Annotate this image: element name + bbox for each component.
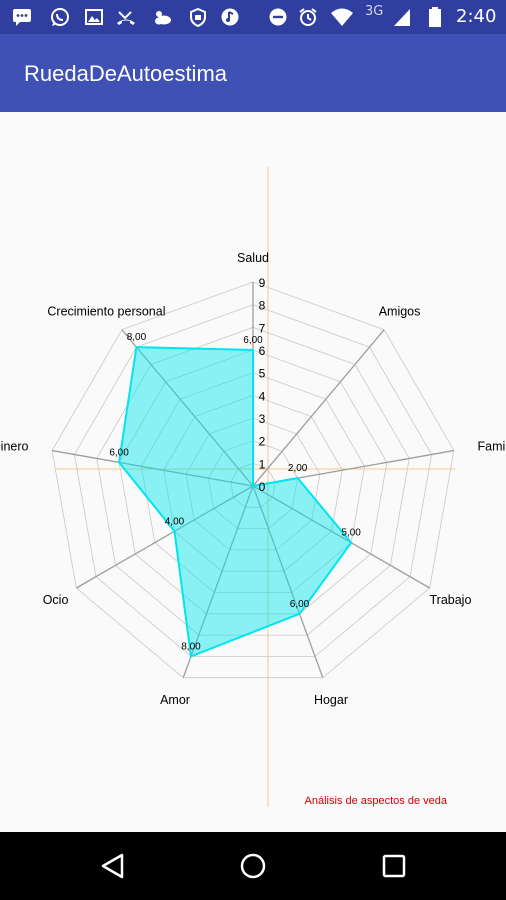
chart-description: Análisis de aspectos de veda bbox=[305, 795, 448, 807]
axis-tick-label: 0 bbox=[259, 480, 266, 494]
data-value-label: 6,00 bbox=[290, 599, 310, 610]
radar-data bbox=[118, 346, 353, 658]
category-label: Familia bbox=[478, 439, 506, 453]
radar-web-ring bbox=[74, 304, 432, 657]
app-title: RuedaDeAutoestima bbox=[24, 61, 228, 86]
image-icon bbox=[85, 9, 103, 25]
radar-value-labels: 6,00 2,00 5,00 6,00 8,00 4,00 6,00 8,00 bbox=[109, 332, 361, 652]
signal-icon bbox=[394, 9, 410, 26]
axis-tick-label: 9 bbox=[259, 276, 266, 290]
recents-icon[interactable] bbox=[374, 846, 414, 886]
axis-tick-label: 6 bbox=[259, 344, 266, 358]
radar-category-labels: Salud Amigos Familia Trabajo Hogar Amor Ocio Di… bbox=[0, 251, 506, 707]
radar-axis-ticks: 0 1 2 3 4 5 6 7 8 9 bbox=[259, 276, 266, 494]
radar-chart[interactable]: 0 1 2 3 4 5 6 7 8 9 Salud Amigos Familia Trabajo Hoga… bbox=[0, 112, 506, 832]
category-label: Salud bbox=[237, 251, 269, 265]
data-value-label: 6,00 bbox=[243, 335, 263, 346]
music-icon bbox=[221, 8, 239, 26]
alarm-icon bbox=[299, 8, 317, 26]
radar-web-ring bbox=[51, 281, 455, 679]
radar-spoke bbox=[51, 449, 254, 487]
data-value-label: 8,00 bbox=[181, 641, 201, 652]
radar-web-ring bbox=[96, 326, 410, 636]
radar-web-ring bbox=[118, 349, 388, 615]
category-label: Amor bbox=[160, 693, 190, 707]
radar-web-ring bbox=[163, 394, 343, 572]
radar-spoke bbox=[252, 329, 385, 487]
category-label: Trabajo bbox=[429, 593, 471, 607]
data-value-label: 5,00 bbox=[341, 528, 361, 539]
radar-web bbox=[51, 281, 455, 679]
category-label: Crecimiento personal bbox=[47, 304, 165, 318]
data-value-label: 4,00 bbox=[165, 516, 185, 527]
battery-icon bbox=[429, 7, 441, 27]
wifi-icon bbox=[331, 8, 353, 26]
radar-spoke bbox=[76, 485, 254, 589]
category-label: Ocio bbox=[43, 593, 69, 607]
axis-tick-label: 1 bbox=[259, 457, 266, 471]
network-type-label: 3G bbox=[365, 4, 384, 19]
category-label: Dinero bbox=[0, 439, 29, 453]
category-label: Hogar bbox=[314, 693, 348, 707]
missed-call-icon bbox=[117, 11, 135, 25]
whatsapp-icon bbox=[51, 8, 69, 26]
weather-icon bbox=[155, 11, 171, 25]
radar-spoke bbox=[252, 485, 324, 678]
app-bar: RuedaDeAutoestima bbox=[0, 34, 506, 112]
axis-tick-label: 7 bbox=[259, 321, 266, 335]
back-icon[interactable] bbox=[93, 846, 133, 886]
data-value-label: 6,00 bbox=[109, 447, 129, 458]
axis-tick-label: 2 bbox=[259, 435, 266, 449]
radar-spoke bbox=[182, 485, 254, 678]
category-label: Amigos bbox=[379, 304, 421, 318]
radar-spoke bbox=[121, 329, 254, 487]
data-value-label: 8,00 bbox=[127, 332, 147, 343]
chat-icon bbox=[13, 9, 31, 26]
radar-web-ring bbox=[140, 372, 366, 593]
home-icon[interactable] bbox=[233, 846, 273, 886]
axis-tick-label: 4 bbox=[259, 389, 266, 403]
data-value-label: 2,00 bbox=[288, 463, 308, 474]
radar-series-area[interactable] bbox=[118, 346, 353, 658]
axis-tick-label: 3 bbox=[259, 412, 266, 426]
do-not-disturb-icon bbox=[269, 8, 287, 26]
center-axes bbox=[55, 167, 455, 807]
radar-web-ring bbox=[185, 417, 321, 551]
radar-web-ring bbox=[207, 440, 299, 529]
status-bar: 3G 2:40 bbox=[0, 0, 506, 34]
shield-icon bbox=[190, 7, 206, 27]
radar-spoke bbox=[252, 485, 430, 589]
status-time: 2:40 bbox=[456, 6, 497, 27]
axis-tick-label: 8 bbox=[259, 299, 266, 313]
chart-container[interactable]: 0 1 2 3 4 5 6 7 8 9 Salud Amigos Familia Trabajo Hoga… bbox=[0, 112, 506, 832]
radar-web-ring bbox=[230, 462, 276, 508]
axis-tick-label: 5 bbox=[259, 367, 266, 381]
navigation-bar bbox=[0, 832, 506, 900]
